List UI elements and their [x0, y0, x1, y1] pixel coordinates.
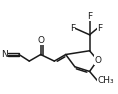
Text: O: O	[94, 56, 101, 65]
Text: O: O	[37, 36, 44, 45]
Text: CH₃: CH₃	[98, 76, 114, 85]
Text: F: F	[98, 24, 103, 33]
Text: F: F	[87, 12, 92, 21]
Text: F: F	[70, 24, 75, 33]
Text: N: N	[1, 50, 8, 59]
